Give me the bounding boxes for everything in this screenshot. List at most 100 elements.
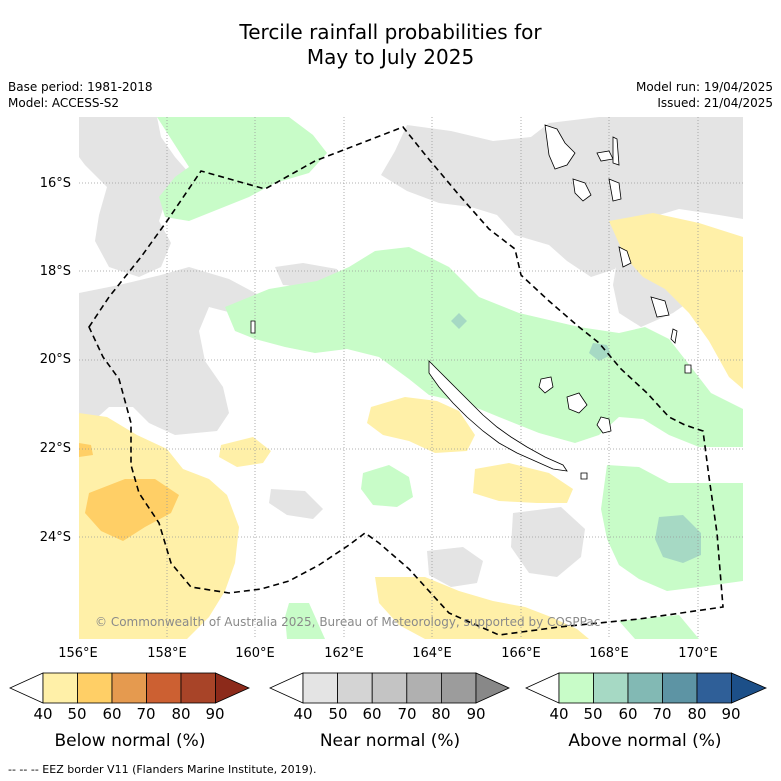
near-tick-40: 40 [293,705,313,723]
lon-label-160e: 160°E [235,646,275,661]
above-tick-50: 50 [583,705,603,723]
above-swatch-gt90 [731,672,768,704]
below-region-center-south [473,463,573,503]
vanuatu-island-5 [608,178,622,202]
eez-border-note: -- -- -- EEZ border V11 (Flanders Marine… [8,763,317,776]
below-tick-60: 60 [102,705,122,723]
lat-label-18s: 18°S [39,264,71,279]
above-region-south-right [619,615,699,639]
below-normal-label: Below normal (%) [54,731,206,751]
above-swatch-80-90 [696,672,732,704]
below-region-west-dot [79,443,93,457]
lon-label-168e: 168°E [589,646,629,661]
lon-label-170e: 170°E [678,646,718,661]
above-normal-strong-patches [451,313,701,563]
near-swatch-50-60 [337,672,373,704]
below-swatch-lt40 [9,672,44,704]
loyalty-island-3 [596,416,612,434]
colorbars [9,672,768,704]
above-swatch-50-60 [593,672,629,704]
lat-label-20s: 20°S [39,352,71,367]
lat-label-24s: 24°S [39,530,71,545]
above-region-band [225,247,743,447]
near-swatch-lt40 [269,672,304,704]
near-swatch-80-90 [440,672,477,704]
meta-left: Base period: 1981-2018 Model: ACCESS-S2 [8,79,153,111]
below-tick-80: 80 [171,705,191,723]
below-region-southwest [79,413,239,639]
lat-label-22s: 22°S [39,441,71,456]
above-tick-40: 40 [549,705,569,723]
loyalty-island-1 [538,376,554,394]
vanuatu-island-8 [670,328,678,344]
above-region-south [285,603,325,639]
above-swatch-40-50 [558,672,594,704]
colorbar-near [269,672,510,704]
below-swatch-60-70 [111,672,147,704]
small-island-west [250,320,256,334]
isle-of-pines [580,472,588,480]
near-tick-50: 50 [328,705,348,723]
near-region-south-center [427,547,483,587]
below-swatch-gt90 [215,672,250,704]
vanuatu-island-7 [650,296,670,318]
below-tick-50: 50 [67,705,87,723]
above-patch-southeast [655,515,701,563]
eez-border [88,126,724,636]
vanuatu-island-1 [544,124,576,170]
lon-label-164e: 164°E [412,646,452,661]
model-run: Model run: 19/04/2025 [635,80,773,94]
loyalty-island-2 [566,392,588,414]
above-swatch-70-80 [662,672,698,704]
vanuatu-island-9 [684,364,692,374]
probability-map [79,117,743,639]
vanuatu-island-4 [612,136,620,166]
above-tick-70: 70 [652,705,672,723]
lon-label-162e: 162°E [324,646,364,661]
lon-label-158e: 158°E [147,646,187,661]
near-tick-80: 80 [431,705,451,723]
new-caledonia-island [428,360,568,472]
below-swatch-50-60 [77,672,113,704]
above-tick-60: 60 [618,705,638,723]
issued-date: Issued: 21/04/2025 [657,96,773,110]
below-region-northeast [609,213,743,389]
below-region-south [375,577,589,639]
lon-label-166e: 166°E [501,646,541,661]
below-tick-70: 70 [136,705,156,723]
near-swatch-60-70 [371,672,408,704]
below-tick-40: 40 [33,705,53,723]
vanuatu-island-3 [572,178,592,202]
above-normal-label: Above normal (%) [568,731,722,751]
colorbar-below [9,672,250,704]
lon-label-156e: 156°E [58,646,98,661]
near-swatch-70-80 [406,672,442,704]
chart-title: Tercile rainfall probabilities for May t… [0,20,781,70]
lat-label-16s: 16°S [39,176,71,191]
below-swatch-40-50 [42,672,78,704]
title-line-2: May to July 2025 [306,45,475,69]
near-region-southeast [511,507,585,577]
above-patch-small-center [451,313,467,329]
coastlines [250,124,692,480]
below-normal-regions [79,213,743,639]
below-swatch-80-90 [180,672,216,704]
colorbar-above [525,672,768,704]
near-swatch-gt90 [475,672,510,704]
near-tick-90: 90 [466,705,486,723]
title-line-1: Tercile rainfall probabilities for [239,20,542,44]
above-region-small-west [361,465,413,507]
above-region-north [157,117,327,221]
meta-right: Model run: 19/04/2025 Issued: 21/04/2025 [636,79,773,111]
near-tick-60: 60 [362,705,382,723]
above-tick-90: 90 [721,705,741,723]
below-tick-90: 90 [205,705,225,723]
near-swatch-40-50 [302,672,338,704]
above-tick-80: 80 [687,705,707,723]
above-patch-small-east [589,343,611,361]
model-name: Model: ACCESS-S2 [8,96,120,110]
near-region-south-small [269,489,323,519]
below-swatch-70-80 [146,672,182,704]
near-region-northeast [381,117,743,277]
base-period: Base period: 1981-2018 [8,80,153,94]
